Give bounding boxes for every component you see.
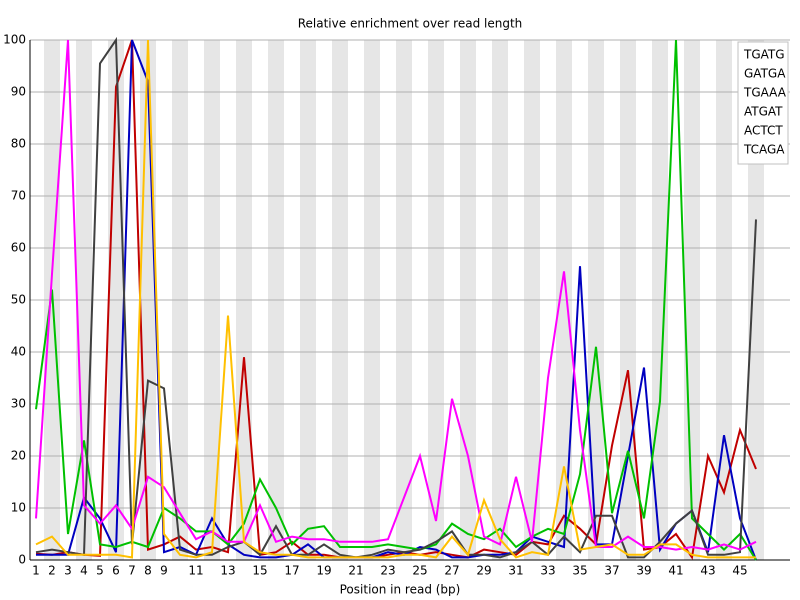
x-tick-label: 19 [316,564,331,578]
x-tick-label: 2 [48,564,56,578]
x-tick-label: 31 [508,564,523,578]
x-tick-label: 37 [604,564,619,578]
y-tick-label: 10 [11,501,26,515]
x-tick-label: 23 [380,564,395,578]
x-tick-label: 11 [188,564,203,578]
x-tick-label: 4 [80,564,88,578]
x-tick-label: 15 [252,564,267,578]
x-tick-label: 13 [220,564,235,578]
y-tick-label: 30 [11,397,26,411]
legend-entry: GATGA [744,67,786,81]
y-tick-label: 80 [11,137,26,151]
legend-entry: TCAGA [743,143,785,157]
x-axis-label: Position in read (bp) [340,583,461,597]
series-line [35,39,756,559]
legend-entry: ACTCT [744,124,783,138]
series-line [35,39,757,551]
x-tick-label: 29 [476,564,491,578]
x-tick-label: 5 [96,564,104,578]
x-tick-label: 6 [112,564,120,578]
chart-title: Relative enrichment over read length [298,17,523,31]
y-tick-label: 20 [11,449,26,463]
x-tick-label: 45 [732,564,747,578]
legend-entry: ATGAT [744,105,783,119]
legend-entry: TGAAA [743,86,787,100]
x-tick-label: 17 [284,564,299,578]
y-tick-label: 40 [11,345,26,359]
x-tick-label: 27 [444,564,459,578]
x-tick-label: 1 [32,564,40,578]
x-tick-label: 35 [572,564,587,578]
series-line [35,39,757,561]
x-tick-label: 25 [412,564,427,578]
x-tick-label: 8 [144,564,152,578]
legend-box [737,41,789,165]
x-tick-label: 43 [700,564,715,578]
x-tick-label: 33 [540,564,555,578]
x-tick-label: 9 [160,564,168,578]
x-tick-label: 41 [668,564,683,578]
x-tick-label: 3 [64,564,72,578]
y-tick-label: 0 [18,553,26,567]
legend-entry: TGATG [743,48,785,62]
y-tick-label: 60 [11,241,26,255]
y-tick-label: 90 [11,85,26,99]
x-tick-label: 21 [348,564,363,578]
y-tick-label: 70 [11,189,26,203]
x-tick-label: 7 [128,564,136,578]
x-tick-label: 39 [636,564,651,578]
series-line [35,36,757,559]
y-tick-label: 100 [3,33,26,47]
y-tick-label: 50 [11,293,26,307]
